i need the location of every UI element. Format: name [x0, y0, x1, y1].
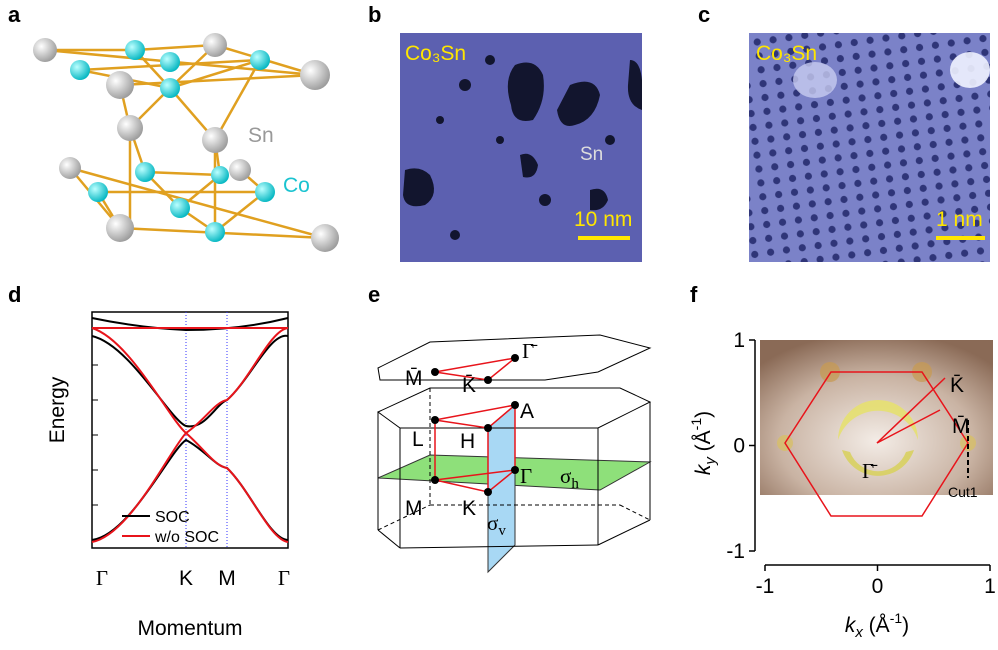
y-tick-label: -1 [726, 540, 745, 563]
plane-subscript: v [498, 523, 506, 539]
k-point-label: Γ [278, 566, 290, 590]
plot-frame [91, 311, 289, 549]
panel-letter: a [8, 2, 21, 27]
arpes-features [777, 362, 976, 476]
surface-point: M̄ [405, 367, 423, 390]
bz-point: M̄ [952, 415, 970, 438]
bulk-point: M [405, 497, 423, 520]
surface-bz [784, 371, 969, 517]
k-point-label: K [179, 567, 193, 590]
panel-letter: b [368, 2, 381, 27]
band [91, 438, 289, 541]
atom-label: Sn [580, 144, 603, 165]
k-point-label: Γ [96, 566, 108, 590]
x-tick-label: 0 [872, 575, 884, 598]
scale-bar-label: 1 nm [936, 208, 983, 231]
panel-letter: f [690, 282, 698, 307]
panel-letter: c [698, 2, 710, 27]
arpes-map [760, 340, 993, 495]
bulk-point: Γ [520, 464, 532, 488]
plane-label: σh [560, 464, 579, 492]
y-axis-label: ky (Å-1) [688, 411, 719, 475]
plane-label: σv [487, 511, 506, 539]
surface-point: Γ̄ [522, 339, 538, 363]
band [91, 431, 289, 543]
axis-subscript: y [702, 456, 719, 466]
surface-point: K̄ [462, 374, 476, 397]
bulk-point: L [412, 428, 424, 451]
plane-subscript: h [571, 476, 579, 492]
scale-bar-label: 10 nm [574, 208, 632, 231]
material-label: Co₃Sn [405, 42, 466, 65]
bulk-point: K [462, 497, 476, 520]
axis-unit-close: ) [692, 411, 715, 418]
panel-letter: d [8, 282, 21, 307]
stm-holes [403, 55, 642, 240]
bz-point: Γ̄ [862, 459, 878, 483]
band [91, 317, 289, 332]
brillouin-zone [377, 334, 652, 574]
y-tick-label: 0 [733, 435, 745, 458]
adatom [793, 62, 837, 98]
panel-letter: e [368, 282, 380, 307]
axis-subscript: x [854, 624, 863, 641]
axis-unit-close: ) [902, 614, 909, 637]
adatom [950, 52, 990, 88]
axis-unit: (Å [692, 430, 715, 457]
legend-label: w/o SOC [154, 529, 219, 546]
band [91, 327, 289, 435]
x-axis-label: Momentum [137, 617, 242, 640]
cut-label: Cut1 [948, 484, 978, 500]
x-tick-label: -1 [756, 575, 775, 598]
y-axis-label: Energy [46, 376, 69, 443]
bz-point: K̄ [950, 374, 964, 397]
axis-ticks [92, 327, 98, 541]
axis-exponent: -1 [688, 418, 704, 431]
axis-symbol: k [692, 463, 715, 475]
axis-symbol: k [845, 614, 857, 637]
plane-symbol: σ [560, 464, 571, 488]
x-axis-label: kx (Å-1) [845, 610, 909, 641]
atom-label: Co [283, 174, 310, 197]
y-tick-label: 1 [733, 329, 745, 352]
axis-unit: (Å [863, 614, 890, 637]
material-label: Co₃Sn [756, 42, 817, 65]
axis-exponent: -1 [890, 610, 903, 626]
stm-image [749, 33, 990, 262]
atoms [33, 33, 339, 252]
bz-lines [876, 377, 946, 444]
k-point-label: M [218, 567, 236, 590]
plane-symbol: σ [487, 511, 498, 535]
bulk-point: H [460, 430, 475, 453]
bulk-point: A [520, 400, 534, 423]
x-tick-label: 1 [984, 575, 996, 598]
band [91, 334, 289, 428]
atom-label: Sn [248, 124, 274, 147]
legend-label: SOC [155, 509, 190, 526]
